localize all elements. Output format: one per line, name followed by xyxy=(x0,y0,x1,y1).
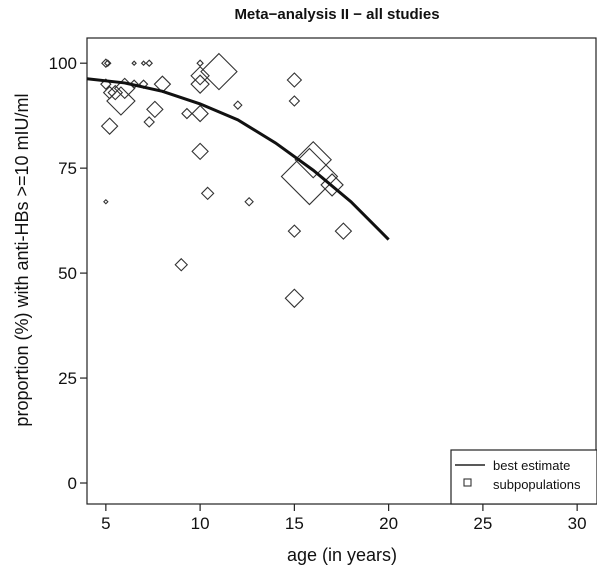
x-axis: 5 10 15 20 25 30 xyxy=(101,504,587,533)
subpopulation-marker xyxy=(286,72,303,88)
subpopulation-markers xyxy=(100,52,353,309)
subpopulation-marker xyxy=(287,224,302,238)
y-tick-label: 75 xyxy=(58,159,77,178)
subpopulation-marker xyxy=(103,59,112,67)
subpopulation-marker xyxy=(288,95,301,107)
subpopulation-marker xyxy=(334,222,353,240)
subpopulation-marker xyxy=(129,79,139,89)
subpopulation-marker xyxy=(106,86,136,116)
x-tick-label: 20 xyxy=(379,514,398,533)
legend-square-symbol xyxy=(463,478,472,487)
subpopulation-marker xyxy=(191,142,209,161)
subpopulation-marker xyxy=(140,60,147,66)
subpopulation-marker xyxy=(200,186,215,201)
y-tick-label: 50 xyxy=(58,264,77,283)
legend-label-best-estimate: best estimate xyxy=(493,458,570,473)
subpopulation-marker xyxy=(200,52,238,91)
subpopulation-marker xyxy=(107,84,124,101)
y-axis: 0 25 50 75 100 xyxy=(49,54,87,493)
x-axis-title: age (in years) xyxy=(287,545,397,565)
subpopulation-marker xyxy=(190,74,210,94)
legend-box xyxy=(450,449,597,505)
subpopulation-marker xyxy=(146,100,164,119)
subpopulation-marker xyxy=(191,104,209,123)
subpopulation-marker xyxy=(280,147,339,206)
chart-title: Meta−analysis II − all studies xyxy=(234,6,439,23)
x-tick-label: 5 xyxy=(101,514,110,533)
subpopulation-marker xyxy=(284,288,305,309)
y-axis-title: proportion (%) with anti-HBs >=10 mIU/ml xyxy=(12,93,32,426)
y-tick-label: 0 xyxy=(68,474,77,493)
subpopulation-marker xyxy=(103,198,109,205)
x-tick-label: 10 xyxy=(191,514,210,533)
subpopulation-marker xyxy=(294,140,332,179)
plot-frame xyxy=(86,37,597,505)
subpopulation-marker xyxy=(101,58,111,68)
subpopulation-marker xyxy=(190,66,210,86)
subpopulation-marker xyxy=(100,117,119,135)
subpopulation-marker xyxy=(181,107,193,120)
best-estimate-curve xyxy=(86,77,390,241)
x-tick-label: 15 xyxy=(285,514,304,533)
y-tick-label: 25 xyxy=(58,369,77,388)
subpopulation-marker xyxy=(145,59,153,67)
subpopulation-marker xyxy=(233,100,243,110)
x-tick-label: 30 xyxy=(568,514,587,533)
legend: best estimate subpopulations xyxy=(450,449,597,505)
subpopulation-marker xyxy=(143,116,155,128)
subpopulation-marker xyxy=(131,60,137,66)
x-tick-label: 25 xyxy=(473,514,492,533)
subpopulation-marker xyxy=(196,59,204,67)
y-tick-label: 100 xyxy=(49,54,77,73)
subpopulation-marker xyxy=(244,196,254,207)
subpopulation-marker xyxy=(174,257,189,272)
legend-label-subpopulations: subpopulations xyxy=(493,477,581,492)
